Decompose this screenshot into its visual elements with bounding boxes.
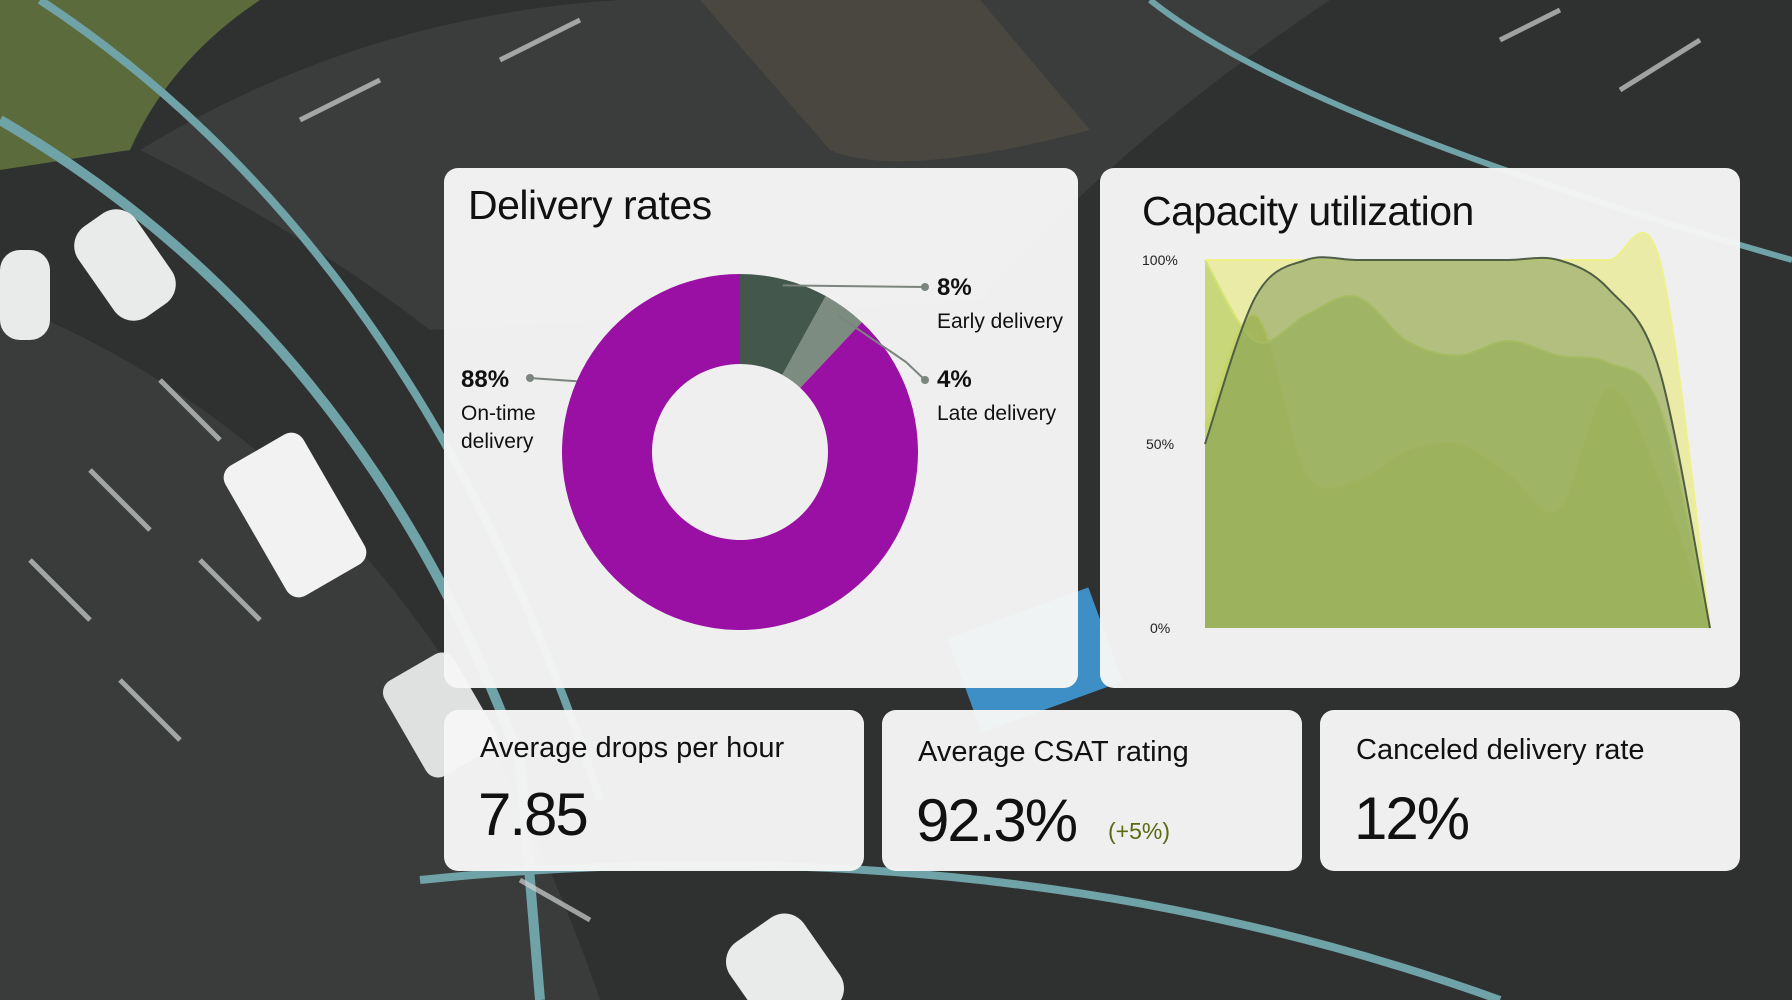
delivery-rates-card: Delivery rates 8% Early delivery 4% Late… (444, 168, 1078, 688)
y-tick-0: 0% (1150, 620, 1171, 636)
leader-late (838, 315, 926, 381)
delivery-donut-chart (526, 274, 929, 630)
y-tick-50: 50% (1146, 436, 1175, 452)
kpi-csat-value: 92.3% (916, 787, 1078, 854)
leader-early (782, 284, 926, 288)
kpi-csat-label: Average CSAT rating (918, 736, 1189, 768)
early-delivery-pct: 8% (937, 274, 972, 301)
delivery-rates-title: Delivery rates (468, 182, 712, 228)
leader-early-dot (921, 283, 929, 291)
kpi-canceled-value: 12% (1354, 785, 1470, 852)
donut-slice-on-time (562, 274, 918, 630)
capacity-area-chart (1204, 231, 1711, 629)
area-series-4-line (1204, 256, 1711, 629)
kpi-drops-value: 7.85 (478, 781, 589, 848)
on-time-delivery-label-line2: delivery (461, 430, 534, 453)
kpi-csat-delta: (+5%) (1108, 818, 1170, 844)
capacity-utilization-title: Capacity utilization (1142, 188, 1474, 234)
kpi-card-canceled: Canceled delivery rate 12% (1320, 710, 1740, 871)
leader-late-dot (921, 376, 929, 384)
leader-on-time (529, 377, 577, 383)
leader-on-time-dot (526, 374, 534, 382)
late-delivery-label: Late delivery (937, 402, 1057, 425)
donut-slice-early (740, 274, 826, 375)
area-series-4 (1205, 257, 1710, 628)
on-time-delivery-pct: 88% (461, 366, 510, 393)
late-delivery-pct: 4% (937, 366, 972, 393)
early-delivery-label: Early delivery (937, 310, 1064, 333)
kpi-canceled-label: Canceled delivery rate (1356, 734, 1645, 766)
kpi-card-drops: Average drops per hour 7.85 (444, 710, 864, 871)
capacity-utilization-card: Capacity utilization 100% 50% 0% (1100, 168, 1740, 688)
y-tick-100: 100% (1142, 252, 1178, 268)
on-time-delivery-label-line1: On-time (461, 402, 536, 425)
area-series-3 (1205, 232, 1710, 628)
kpi-card-csat: Average CSAT rating 92.3% (+5%) (882, 710, 1302, 871)
kpi-drops-label: Average drops per hour (480, 732, 785, 764)
